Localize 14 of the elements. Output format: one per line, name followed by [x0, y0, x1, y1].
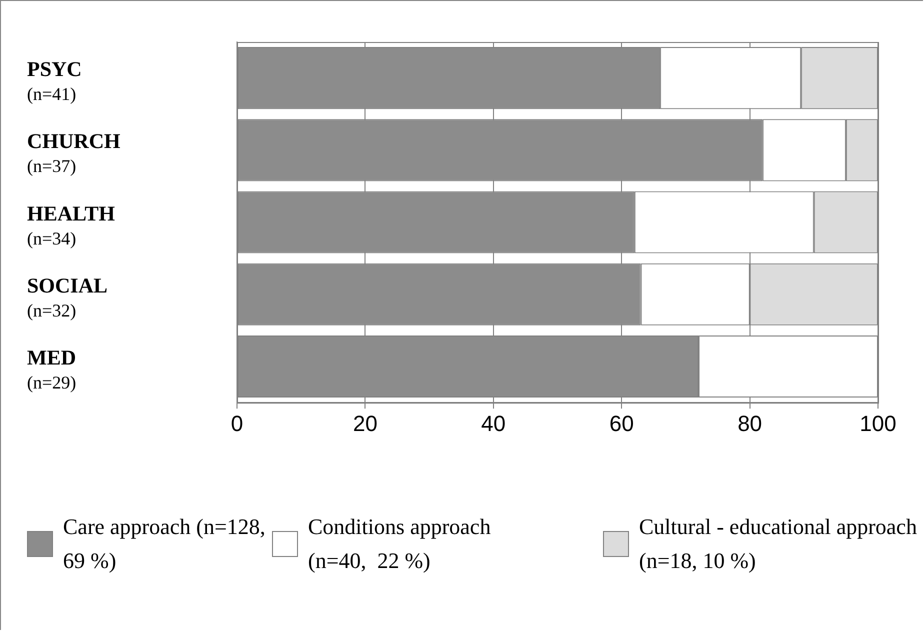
x-tick-label: 20 [352, 410, 378, 436]
legend-label: Cultural - educational approach (n=18, 10 %) [639, 514, 917, 573]
y-tick-label: HEALTH (n=34) [27, 201, 115, 248]
y-tick-label: MED (n=29) [27, 346, 76, 393]
x-tick-label: 0 [230, 410, 244, 436]
x-tick-label: 100 [860, 410, 896, 436]
y-tick-label: PSYC (n=41) [27, 57, 82, 104]
legend-label: Conditions approach (n=40, 22 %) [308, 514, 491, 573]
x-tick-label: 40 [481, 410, 506, 436]
legend-label: Care approach (n=128, 69 %) [63, 514, 271, 573]
x-tick-label: 60 [609, 410, 634, 436]
y-tick-label: CHURCH (n=37) [27, 129, 120, 176]
x-tick-label: 80 [738, 410, 762, 436]
y-tick-label: SOCIAL (n=32) [27, 273, 108, 320]
